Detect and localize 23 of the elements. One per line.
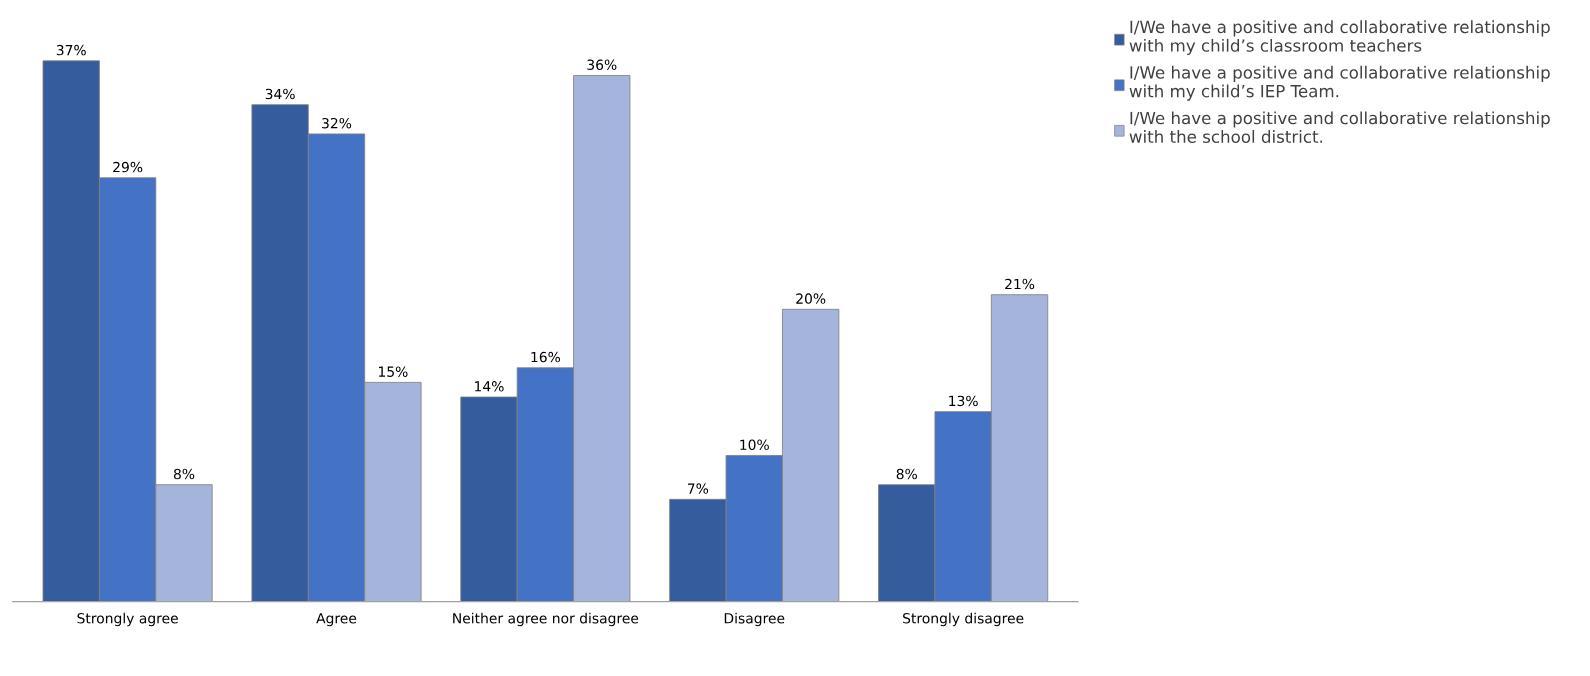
legend-label: I/We have a positive and collaborative relationship with my child’s IEP Team.	[1129, 65, 1550, 101]
data-label: 32%	[322, 117, 352, 129]
data-label: 8%	[173, 468, 195, 480]
x-tick-label: Strongly disagree	[903, 612, 1024, 627]
data-label: 37%	[56, 44, 86, 56]
legend-label: I/We have a positive and collaborative relationship with the school district.	[1129, 111, 1550, 143]
data-label: 8%	[896, 468, 917, 480]
x-tick-label: Strongly agree	[77, 612, 178, 627]
x-tick-label: Neither agree nor disagree	[453, 612, 639, 627]
legend-label: I/We have a positive and collaborative relationship with my child’s classroom teachers	[1129, 20, 1550, 56]
data-label: 15%	[378, 366, 408, 377]
data-label: 34%	[265, 88, 295, 100]
data-label: 10%	[740, 439, 769, 451]
data-label: 7%	[687, 483, 709, 494]
data-label: 16%	[531, 351, 561, 363]
data-label: 29%	[113, 161, 143, 173]
data-label: 14%	[475, 381, 504, 392]
data-label: 36%	[587, 59, 617, 70]
data-label: 13%	[949, 395, 978, 407]
x-tick-label: Agree	[316, 613, 357, 627]
data-label: 21%	[1005, 278, 1035, 290]
x-tick-label: Disagree	[724, 612, 785, 627]
data-label: 20%	[796, 293, 826, 304]
